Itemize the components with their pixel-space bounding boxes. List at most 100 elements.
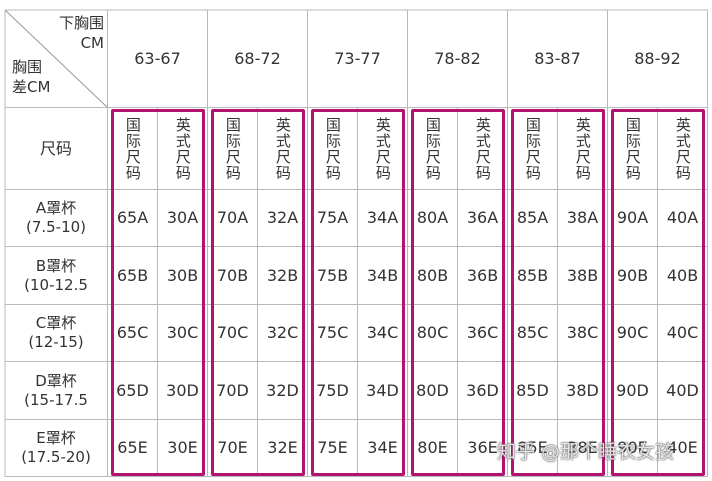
corner-line: 下胸围 [58, 14, 104, 32]
row-label-line: (7.5-10) [25, 218, 87, 236]
size-cell: 75E [308, 420, 358, 477]
column-header: 63-67 [108, 10, 208, 108]
size-cell: 80E [408, 420, 458, 477]
size-cell: 70C [208, 305, 258, 362]
sub-header-cell: 英式尺码 [358, 108, 408, 190]
size-cell: 90A [608, 190, 658, 247]
sub-header-cell: 英式尺码 [558, 108, 608, 190]
size-cell: 75D [308, 362, 358, 420]
size-cell: 65C [108, 305, 158, 362]
size-cell: 38A [558, 190, 608, 247]
sub-header: 国际尺码 [523, 116, 542, 181]
size-cell: 75C [308, 305, 358, 362]
size-cell: 75B [308, 247, 358, 305]
size-cell: 85B [508, 247, 558, 305]
size-cell: 90B [608, 247, 658, 305]
row-label: A罩杯 (7.5-10) [5, 190, 108, 247]
group-highlight [611, 109, 705, 476]
row-label-line: (17.5-20) [21, 448, 91, 466]
corner-line: CM [80, 33, 104, 52]
corner-bottom: 胸围 差CM [12, 58, 72, 97]
column-header: 83-87 [508, 10, 608, 108]
row-label-line: A罩杯 [35, 199, 77, 218]
group-highlight [511, 109, 605, 476]
row-label-line: B罩杯 [35, 256, 77, 275]
group-highlight [311, 109, 405, 476]
corner-top: 下胸围 CM [40, 14, 104, 53]
size-cell: 85C [508, 305, 558, 362]
size-cell: 30A [158, 190, 208, 247]
column-header: 73-77 [308, 10, 408, 108]
size-cell: 65D [108, 362, 158, 420]
sub-header-cell: 国际尺码 [608, 108, 658, 190]
sub-header: 国际尺码 [623, 116, 642, 181]
size-cell: 30C [158, 305, 208, 362]
sub-header-cell: 国际尺码 [408, 108, 458, 190]
size-cell: 36D [458, 362, 508, 420]
row-label: B罩杯 (10-12.5 [5, 247, 108, 305]
size-cell: 80D [408, 362, 458, 420]
size-cell: 65E [108, 420, 158, 477]
size-cell: 36C [458, 305, 508, 362]
row-label-line: (10-12.5 [24, 275, 88, 294]
row-label-line: (12-15) [28, 333, 84, 351]
size-cell: 85D [508, 362, 558, 420]
row-label: C罩杯 (12-15) [5, 305, 108, 362]
sub-header: 国际尺码 [223, 116, 242, 181]
size-cell: 38E [558, 420, 608, 477]
column-header: 88-92 [608, 10, 708, 108]
size-cell: 32D [258, 362, 308, 420]
size-cell: 40C [658, 305, 708, 362]
size-cell: 30E [158, 420, 208, 477]
size-cell: 32E [258, 420, 308, 477]
size-cell: 36A [458, 190, 508, 247]
sub-header: 国际尺码 [423, 116, 442, 181]
sub-header-cell: 英式尺码 [258, 108, 308, 190]
size-cell: 38B [558, 247, 608, 305]
size-cell: 30B [158, 247, 208, 305]
row-label-line: (15-17.5 [24, 390, 88, 409]
column-header: 68-72 [208, 10, 308, 108]
size-cell: 70B [208, 247, 258, 305]
size-cell: 70A [208, 190, 258, 247]
size-cell: 80B [408, 247, 458, 305]
sub-header-cell: 国际尺码 [108, 108, 158, 190]
size-cell: 85E [508, 420, 558, 477]
size-label: 尺码 [5, 108, 108, 190]
row-label-line: E罩杯 [36, 429, 76, 448]
size-cell: 32A [258, 190, 308, 247]
size-cell: 90C [608, 305, 658, 362]
sub-header-cell: 国际尺码 [208, 108, 258, 190]
group-highlight [111, 109, 205, 476]
size-cell: 34E [358, 420, 408, 477]
sub-header-cell: 英式尺码 [458, 108, 508, 190]
size-cell: 75A [308, 190, 358, 247]
size-cell: 65A [108, 190, 158, 247]
sub-header: 英式尺码 [373, 116, 392, 181]
size-cell: 40B [658, 247, 708, 305]
sub-header-cell: 英式尺码 [158, 108, 208, 190]
corner-line: 差CM [12, 77, 51, 96]
size-cell: 70E [208, 420, 258, 477]
size-cell: 40D [658, 362, 708, 420]
group-highlight [211, 109, 305, 476]
row-label-line: D罩杯 [35, 371, 77, 390]
sub-header-cell: 国际尺码 [308, 108, 358, 190]
size-cell: 85A [508, 190, 558, 247]
row-label-line: C罩杯 [35, 314, 77, 333]
group-highlight [411, 109, 505, 476]
size-cell: 90E [608, 420, 658, 477]
size-cell: 80C [408, 305, 458, 362]
size-cell: 30D [158, 362, 208, 420]
size-cell: 32B [258, 247, 308, 305]
sub-header-cell: 英式尺码 [658, 108, 708, 190]
size-cell: 70D [208, 362, 258, 420]
row-label: D罩杯 (15-17.5 [5, 362, 108, 420]
size-cell: 40E [658, 420, 708, 477]
size-cell: 38D [558, 362, 608, 420]
sub-header: 英式尺码 [473, 116, 492, 181]
row-label: E罩杯 (17.5-20) [5, 420, 108, 477]
size-cell: 34B [358, 247, 408, 305]
